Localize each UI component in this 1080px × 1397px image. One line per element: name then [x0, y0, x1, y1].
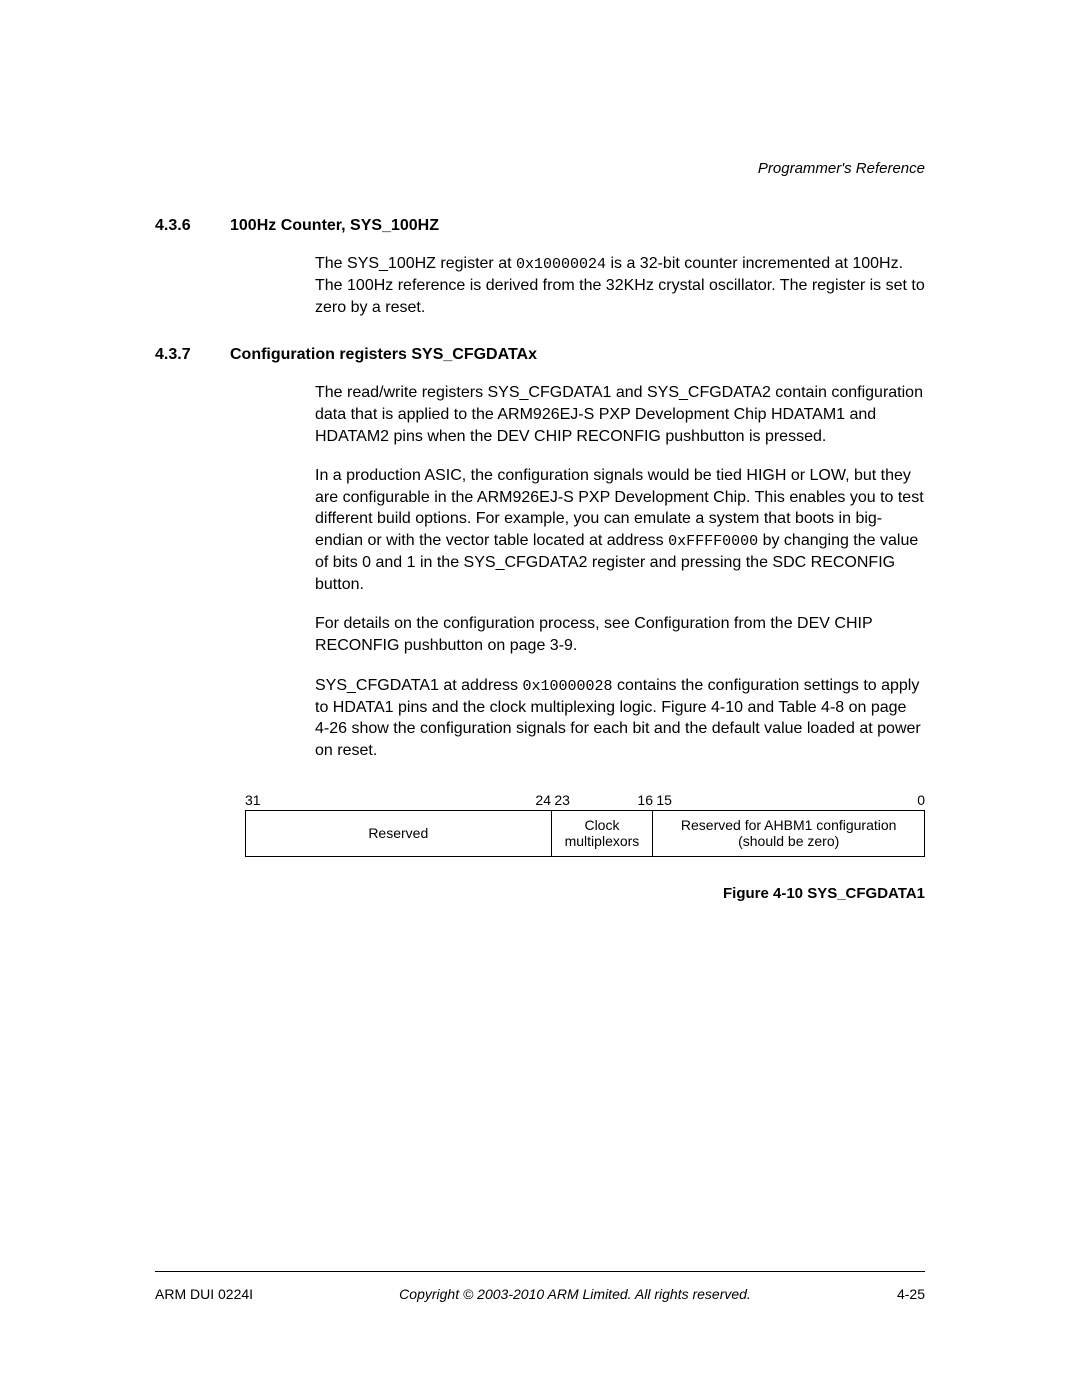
figure-caption: Figure 4-10 SYS_CFGDATA1 [245, 885, 925, 902]
table-row: Reserved Clock multiplexors Reserved for… [246, 810, 925, 857]
bit-24: 24 [535, 792, 551, 808]
paragraph: The read/write registers SYS_CFGDATA1 an… [315, 382, 925, 447]
paragraph: For details on the configuration process… [315, 613, 925, 656]
section-title: 100Hz Counter, SYS_100HZ [230, 217, 439, 235]
paragraph: The SYS_100HZ register at 0x10000024 is … [315, 253, 925, 318]
bit-0: 0 [917, 792, 925, 808]
footer-copyright: Copyright © 2003-2010 ARM Limited. All r… [399, 1286, 751, 1302]
section-4-3-7: 4.3.7 Configuration registers SYS_CFGDAT… [155, 346, 925, 761]
section-heading: 4.3.6 100Hz Counter, SYS_100HZ [155, 217, 925, 235]
page-footer: ARM DUI 0224I Copyright © 2003-2010 ARM … [155, 1271, 925, 1302]
text: Reserved for AHBM1 configuration [681, 817, 897, 833]
running-header: Programmer's Reference [155, 160, 925, 177]
text: The SYS_100HZ register at [315, 255, 516, 272]
bit-31: 31 [245, 792, 261, 808]
text: SYS_CFGDATA1 at address [315, 677, 522, 694]
code-address: 0x10000024 [516, 256, 606, 273]
section-title: Configuration registers SYS_CFGDATAx [230, 346, 537, 364]
code-address: 0x10000028 [522, 678, 612, 695]
cell-reserved: Reserved [246, 810, 552, 857]
paragraph: In a production ASIC, the configuration … [315, 465, 925, 595]
footer-page-number: 4-25 [897, 1286, 925, 1302]
cell-clock-mux: Clock multiplexors [551, 810, 653, 857]
code-address: 0xFFFF0000 [668, 533, 758, 550]
section-number: 4.3.7 [155, 346, 230, 364]
cell-ahbm1: Reserved for AHBM1 configuration (should… [653, 810, 925, 857]
text: (should be zero) [738, 833, 839, 849]
register-layout-table: Reserved Clock multiplexors Reserved for… [245, 810, 925, 858]
page: Programmer's Reference 4.3.6 100Hz Count… [0, 0, 1080, 1397]
section-heading: 4.3.7 Configuration registers SYS_CFGDAT… [155, 346, 925, 364]
bit-23: 23 [554, 792, 570, 808]
bit-labels: 31 24 23 16 15 0 [245, 792, 925, 810]
bit-16: 16 [637, 792, 653, 808]
section-4-3-6: 4.3.6 100Hz Counter, SYS_100HZ The SYS_1… [155, 217, 925, 318]
figure-4-10: 31 24 23 16 15 0 Reserved Clock multiple… [245, 792, 925, 903]
section-number: 4.3.6 [155, 217, 230, 235]
footer-doc-id: ARM DUI 0224I [155, 1286, 253, 1302]
bit-15: 15 [656, 792, 672, 808]
paragraph: SYS_CFGDATA1 at address 0x10000028 conta… [315, 675, 925, 762]
